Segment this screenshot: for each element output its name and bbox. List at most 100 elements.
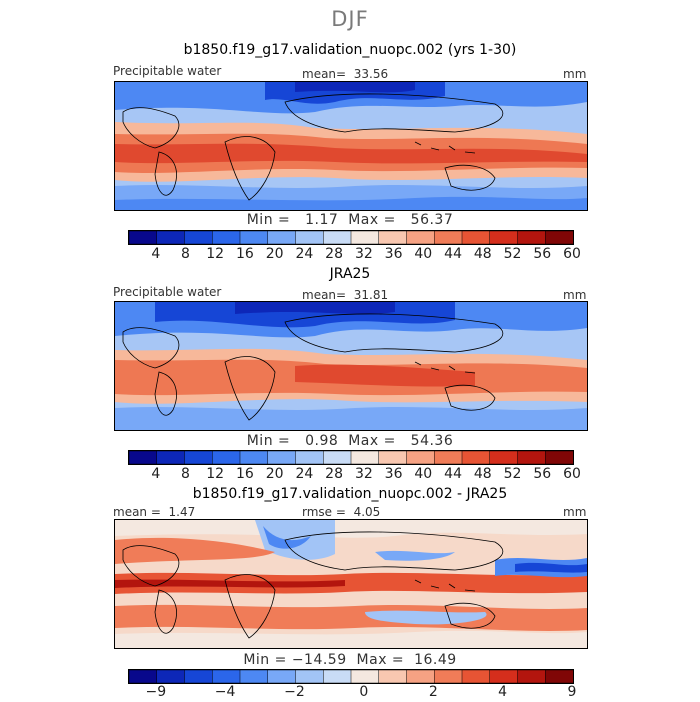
colorbar-swatch [545, 451, 573, 464]
colorbar-swatch [517, 670, 546, 683]
colorbar-swatch [129, 451, 158, 464]
colorbar-swatch [434, 451, 463, 464]
colorbar-tick-label: 16 [235, 246, 254, 262]
panel-1-min-value: 1.17 [305, 212, 339, 228]
panel-2-title: JRA25 [329, 266, 371, 282]
colorbar-swatch [461, 451, 491, 464]
colorbar-tick-label: 32 [354, 246, 373, 262]
colorbar-swatch [239, 231, 269, 244]
colorbar-tick-label: 44 [444, 246, 463, 262]
colorbar-tick-label: 28 [325, 466, 344, 482]
colorbar-swatch [378, 670, 408, 683]
colorbar-swatch [517, 451, 546, 464]
colorbar-swatch [212, 231, 241, 244]
colorbar-tick-label: 36 [384, 466, 403, 482]
colorbar-swatch [489, 670, 519, 683]
colorbar-swatch [156, 670, 186, 683]
colorbar-swatch [378, 451, 408, 464]
colorbar-tick-label: 20 [265, 246, 284, 262]
colorbar-tick-label: 48 [473, 466, 492, 482]
panel-3-colorbar-ticks: −9 −4 −2 0 2 4 9 [128, 684, 576, 702]
colorbar-tick-label: 56 [533, 246, 552, 262]
colorbar-tick-label: 36 [384, 246, 403, 262]
colorbar-tick-label: 24 [295, 466, 314, 482]
colorbar-swatch [406, 451, 435, 464]
colorbar-swatch [406, 231, 435, 244]
colorbar-swatch [378, 231, 408, 244]
panel-2-max-label: Max = [348, 433, 396, 449]
colorbar-swatch [184, 451, 213, 464]
colorbar-tick-label: 40 [414, 246, 433, 262]
colorbar-swatch [184, 670, 213, 683]
colorbar-tick-label: 16 [235, 466, 254, 482]
colorbar-tick-label: 52 [503, 466, 522, 482]
panel-3-units: mm [563, 505, 587, 519]
colorbar-swatch [212, 451, 241, 464]
panel-2-variable: Precipitable water [113, 285, 222, 299]
colorbar-tick-label: 56 [533, 466, 552, 482]
panel-2-mean: mean= 31.81 [302, 288, 388, 302]
colorbar-tick-label: 52 [503, 246, 522, 262]
colorbar-swatch [212, 670, 241, 683]
colorbar-swatch [156, 231, 186, 244]
colorbar-swatch [295, 670, 324, 683]
colorbar-tick-label: 12 [206, 246, 225, 262]
panel-2-mean-label: mean= [302, 288, 347, 302]
colorbar-tick-label: 40 [414, 466, 433, 482]
colorbar-tick-label: 60 [563, 466, 581, 482]
colorbar-swatch [129, 670, 158, 683]
panel-3-rmse-value: 4.05 [353, 505, 381, 519]
colorbar-tick-label: 0 [359, 684, 369, 700]
colorbar-swatch [323, 231, 352, 244]
panel-2-colorbar-ticks: 4 8 12 16 20 24 28 32 36 40 44 48 52 56 60 [128, 466, 581, 484]
panel-1-mean-value: 33.56 [353, 67, 389, 81]
colorbar-swatch [350, 231, 380, 244]
panel-2-min-value: 0.98 [305, 433, 339, 449]
colorbar-tick-label: 60 [563, 246, 581, 262]
colorbar-tick-label: 32 [354, 466, 373, 482]
colorbar-tick-label: 8 [181, 466, 190, 482]
panel-2-colorbar [128, 450, 574, 465]
colorbar-swatch [267, 231, 297, 244]
colorbar-swatch [545, 670, 573, 683]
panel-2-minmax: Min = 0.98 Max = 54.36 [0, 433, 700, 449]
colorbar-swatch [406, 670, 435, 683]
colorbar-tick-label: 8 [181, 246, 190, 262]
colorbar-swatch [545, 231, 573, 244]
colorbar-tick-label: 24 [295, 246, 314, 262]
colorbar-tick-label: −9 [145, 684, 167, 700]
panel-3-title: b1850.f19_g17.validation_nuopc.002 - JRA… [192, 486, 508, 502]
panel-3-rmse: rmse = 4.05 [302, 505, 380, 519]
colorbar-swatch [295, 231, 324, 244]
panel-1-map [114, 81, 588, 211]
colorbar-tick-label: 20 [265, 466, 284, 482]
panel-2-units: mm [563, 288, 587, 302]
panel-1-variable: Precipitable water [113, 64, 222, 78]
panel-1-minmax: Min = 1.17 Max = 56.37 [0, 212, 700, 228]
panel-2-mean-value: 31.81 [353, 288, 389, 302]
colorbar-swatch [517, 231, 546, 244]
colorbar-tick-label: −2 [284, 684, 305, 700]
colorbar-tick-label: −4 [214, 684, 236, 700]
panel-1-colorbar-ticks: 4 8 12 16 20 24 28 32 36 40 44 48 52 56 60 [128, 246, 581, 264]
panel-1-mean-label: mean= [302, 67, 347, 81]
colorbar-tick-label: 4 [498, 684, 508, 700]
colorbar-swatch [239, 670, 269, 683]
colorbar-swatch [434, 231, 463, 244]
panel-1-mean: mean= 33.56 [302, 67, 388, 81]
panel-3-mean: mean = 1.47 [113, 505, 195, 519]
panel-3-min-value: −14.59 [291, 652, 347, 668]
panel-2-min-label: Min = [246, 433, 291, 449]
colorbar-tick-label: 9 [567, 684, 577, 700]
panel-2-max-value: 54.36 [410, 433, 454, 449]
colorbar-swatch [489, 451, 519, 464]
panel-1-colorbar [128, 230, 574, 245]
panel-3-max-value: 16.49 [414, 652, 457, 668]
colorbar-swatch [434, 670, 463, 683]
main-title: DJF [331, 7, 369, 31]
colorbar-tick-label: 2 [428, 684, 438, 700]
colorbar-swatch [156, 451, 186, 464]
panel-1-min-label: Min = [246, 212, 291, 228]
colorbar-swatch [489, 231, 519, 244]
colorbar-swatch [129, 231, 158, 244]
